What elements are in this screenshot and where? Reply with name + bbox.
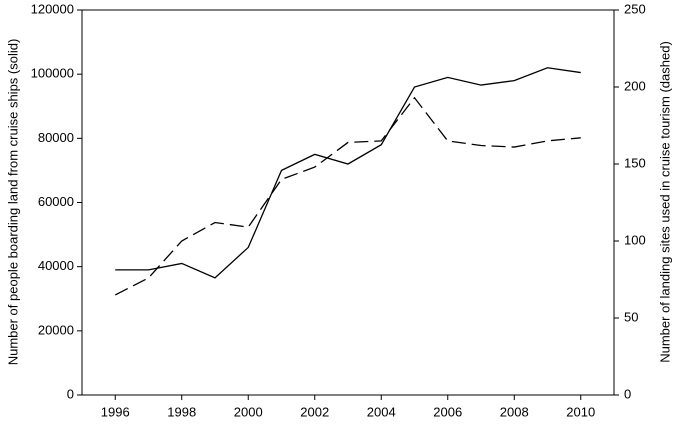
y2-tick-label: 200 — [624, 78, 646, 93]
x-tick-label: 2000 — [234, 404, 263, 419]
y2-tick-label: 150 — [624, 155, 646, 170]
x-tick-label: 2002 — [300, 404, 329, 419]
y-tick-label: 40000 — [38, 258, 74, 273]
x-tick-label: 2004 — [367, 404, 396, 419]
plot-frame — [81, 9, 615, 396]
y-tick-label: 100000 — [31, 66, 74, 81]
data-line — [114, 96, 581, 296]
data-line — [115, 67, 581, 279]
x-tick-label: 2010 — [566, 404, 595, 419]
x-tick-label: 1996 — [101, 404, 130, 419]
y-tick-label: 20000 — [38, 322, 74, 337]
x-tick-label: 2008 — [500, 404, 529, 419]
y2-tick-label: 100 — [624, 232, 646, 247]
y-tick-label: 80000 — [38, 130, 74, 145]
y2-tick-label: 50 — [624, 309, 638, 324]
x-tick-label: 2006 — [433, 404, 462, 419]
y-axis-label: Number of people boarding land from crui… — [5, 39, 20, 366]
x-tick-label: 1998 — [167, 404, 196, 419]
y-tick-label: 60000 — [38, 194, 74, 209]
y-tick-label: 120000 — [31, 1, 74, 16]
y2-axis-label: Number of landing sites used in cruise t… — [657, 41, 672, 363]
y2-tick-label: 0 — [624, 386, 631, 401]
y-tick-label: 0 — [67, 386, 74, 401]
y2-tick-label: 250 — [624, 1, 646, 16]
